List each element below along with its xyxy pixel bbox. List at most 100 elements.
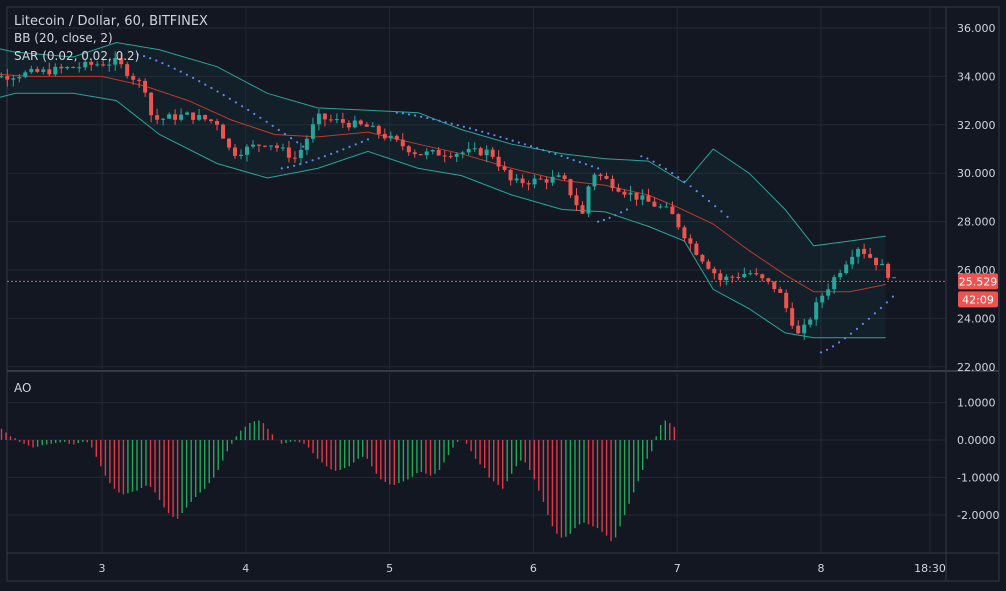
bb-lower-line: [0, 92, 886, 339]
candle: [11, 75, 16, 87]
candle: [520, 174, 525, 188]
candle: [197, 108, 202, 121]
candle-body: [35, 68, 40, 72]
candle: [784, 289, 789, 313]
candle-body: [406, 146, 411, 153]
candle: [550, 170, 555, 186]
candle-body: [53, 66, 58, 75]
sar-dot: [265, 120, 268, 123]
candle: [47, 62, 52, 77]
bb-fill: [0, 42, 886, 338]
candle-body: [298, 149, 303, 158]
sar-dot: [432, 118, 435, 121]
candle: [322, 113, 327, 127]
awesome-oscillator-bars[interactable]: [0, 386, 675, 542]
parabolic-sar: [136, 53, 895, 354]
sar-dot: [640, 155, 643, 158]
candle-body: [586, 186, 591, 214]
sar-dot: [481, 130, 484, 133]
sar-dot: [271, 124, 274, 127]
candle-body: [868, 254, 873, 258]
candle-body: [47, 69, 52, 75]
sar-dot: [426, 116, 429, 120]
sar-dot: [825, 348, 829, 351]
candle-body: [460, 152, 465, 154]
candle-body: [580, 205, 585, 214]
candle: [622, 189, 627, 198]
candle-body: [652, 201, 657, 207]
candle-body: [334, 119, 339, 121]
candle-body: [316, 113, 321, 125]
candle: [862, 243, 867, 259]
sar-dot: [849, 332, 853, 335]
candle-body: [149, 92, 154, 116]
bb-indicator-label[interactable]: BB (20, close, 2): [14, 31, 113, 45]
candle-body: [89, 61, 94, 65]
time-axis-label: 8: [818, 562, 825, 575]
candle-body: [448, 156, 453, 158]
symbol-title[interactable]: Litecoin / Dollar, 60, BITFINEX: [14, 14, 208, 29]
candle: [251, 140, 255, 149]
candle: [29, 65, 34, 74]
candle-body: [400, 139, 405, 147]
candle: [472, 142, 477, 152]
sar-dot: [620, 211, 623, 214]
ao-indicator-label[interactable]: AO: [14, 381, 31, 395]
candle: [119, 53, 124, 69]
candlestick-series[interactable]: [0, 51, 897, 341]
candle: [610, 175, 615, 192]
sar-dot: [222, 94, 225, 97]
candle-body: [442, 155, 447, 157]
candle: [598, 173, 603, 181]
candle-body: [574, 195, 579, 206]
candle: [137, 77, 142, 88]
candle: [448, 152, 453, 159]
candle-body: [209, 119, 213, 121]
sar-dot: [450, 122, 453, 125]
sar-dot: [216, 90, 219, 93]
candle: [101, 59, 106, 67]
candle-body: [454, 153, 459, 157]
candle: [556, 172, 561, 178]
candle: [215, 118, 219, 131]
candle-body: [700, 254, 705, 262]
candle: [388, 131, 393, 142]
candle-body: [430, 150, 435, 152]
candle: [604, 172, 609, 180]
candle-body: [520, 178, 525, 184]
time-axis-label: 4: [242, 562, 249, 575]
candle-body: [526, 183, 531, 185]
candle: [772, 281, 777, 293]
candle-body: [280, 147, 285, 149]
candle: [844, 260, 849, 275]
candle: [802, 318, 807, 341]
sar-indicator-label[interactable]: SAR (0.02, 0.02, 0.2): [14, 49, 139, 63]
sar-dot: [885, 301, 889, 304]
axis-labels: 36.00034.00032.00030.00028.00026.00024.0…: [99, 22, 1000, 575]
candle-body: [772, 281, 777, 289]
sar-dot: [241, 105, 244, 108]
candle: [850, 249, 855, 270]
candle: [412, 149, 417, 158]
candle: [838, 269, 843, 280]
candle: [203, 114, 208, 122]
sar-dot: [234, 101, 237, 104]
candle-body: [0, 75, 4, 77]
candle: [364, 122, 369, 127]
candle: [430, 149, 435, 155]
candle: [191, 112, 196, 124]
candle-body: [508, 169, 513, 181]
candle-body: [346, 122, 351, 128]
ao-axis-label: -1.0000: [957, 472, 999, 485]
chart-frame: [6, 6, 1000, 582]
sar-dot: [837, 341, 841, 344]
candle-body: [185, 112, 190, 115]
sar-dot: [330, 152, 333, 155]
candle: [664, 202, 669, 208]
candle-body: [65, 67, 70, 69]
candle-body: [340, 119, 345, 123]
candle-body: [376, 125, 381, 134]
candle-body: [640, 195, 645, 200]
